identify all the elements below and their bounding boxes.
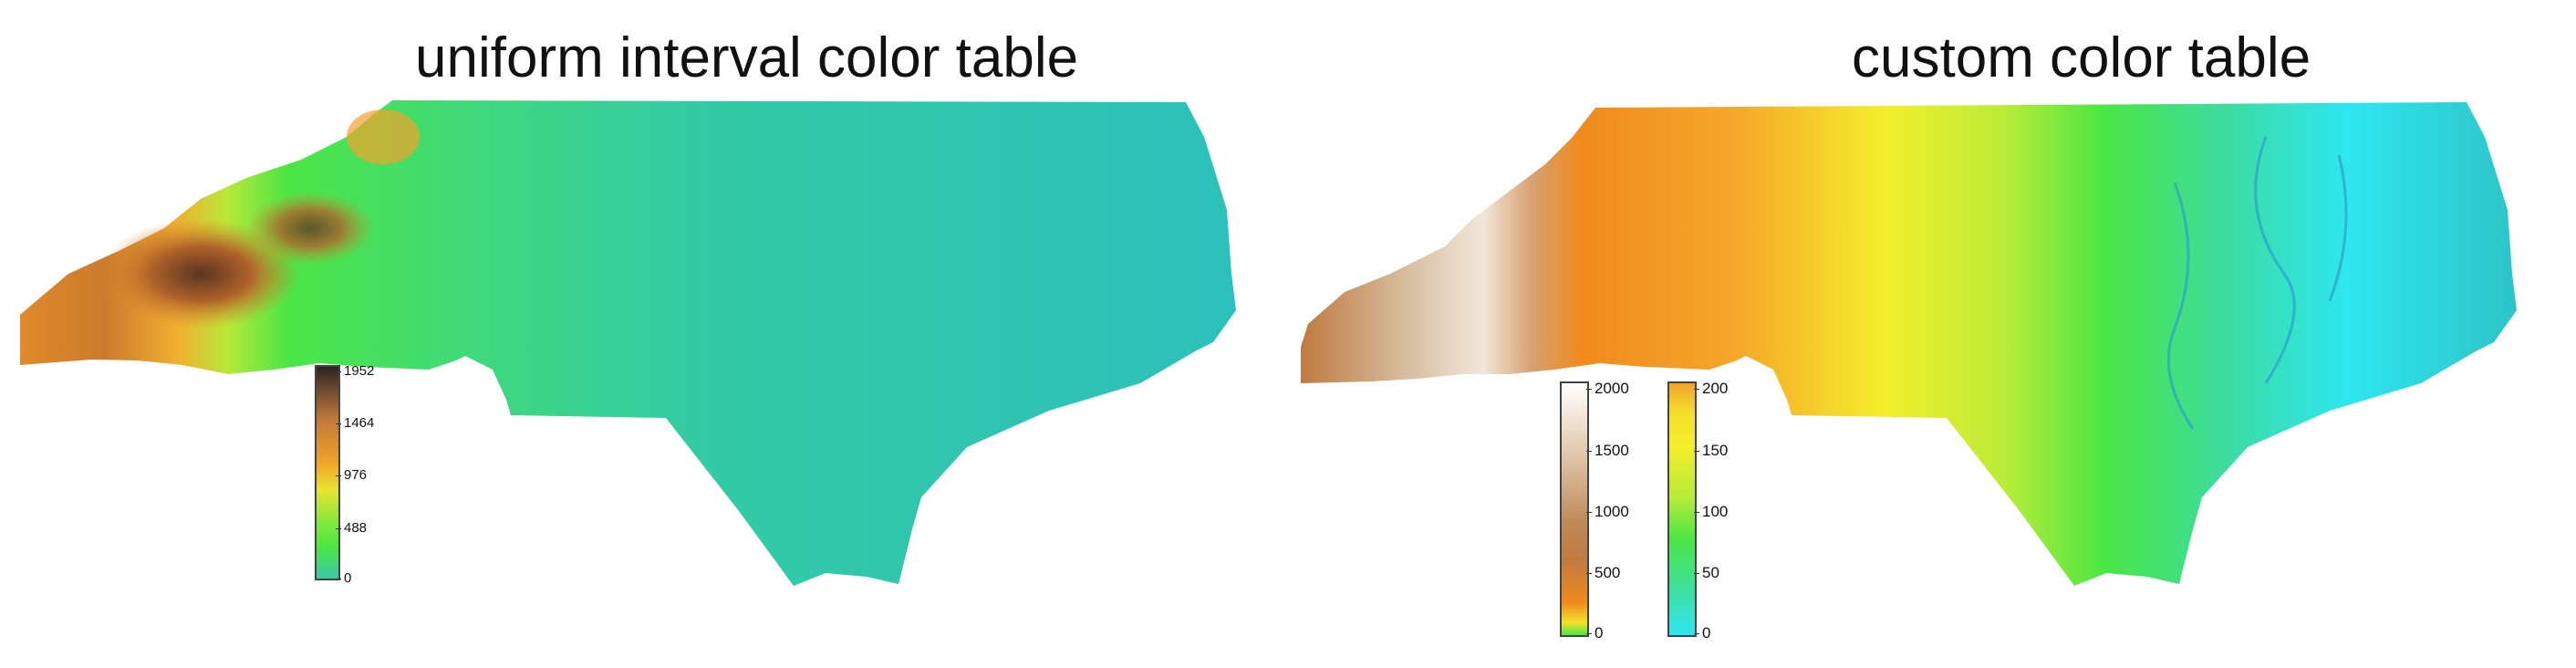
river-channels bbox=[2166, 136, 2348, 430]
tick-uniform-1952: 1952 bbox=[335, 363, 375, 379]
map-title-uniform: uniform interval color table bbox=[415, 26, 1079, 89]
nc-outline-left bbox=[20, 100, 1236, 586]
mountain-highlands-left bbox=[100, 219, 301, 329]
tick-uniform-976: 976 bbox=[335, 467, 368, 483]
colorbar-custom-high bbox=[1560, 381, 1589, 637]
tick-low-0: 0 bbox=[1693, 624, 1711, 642]
legend-custom-low: 200 150 100 50 0 bbox=[1667, 380, 1759, 642]
colorbar-uniform bbox=[315, 365, 340, 580]
tick-low-100: 100 bbox=[1693, 503, 1729, 520]
tick-low-50: 50 bbox=[1694, 564, 1719, 581]
map-title-custom: custom color table bbox=[1852, 26, 2311, 89]
tick-low-150: 150 bbox=[1693, 442, 1729, 459]
colorbar-custom-low bbox=[1667, 381, 1697, 637]
tick-low-200: 200 bbox=[1693, 380, 1729, 397]
legend-custom-high: 2000 1500 1000 500 0 bbox=[1560, 380, 1660, 642]
tick-uniform-1464: 1464 bbox=[335, 415, 375, 431]
tick-high-500: 500 bbox=[1585, 564, 1621, 581]
tick-high-1000: 1000 bbox=[1586, 503, 1629, 520]
tick-uniform-488: 488 bbox=[335, 520, 368, 536]
tick-high-1500: 1500 bbox=[1586, 442, 1629, 459]
elevation-map-uniform bbox=[20, 100, 1236, 586]
elevation-map-custom bbox=[1301, 102, 2517, 586]
tick-high-2000: 2000 bbox=[1586, 380, 1629, 397]
legend-uniform: 1952 1464 976 488 0 bbox=[315, 363, 406, 586]
tick-high-0: 0 bbox=[1585, 624, 1604, 642]
nc-outline-right bbox=[1301, 102, 2517, 586]
tick-uniform-0: 0 bbox=[335, 570, 352, 586]
